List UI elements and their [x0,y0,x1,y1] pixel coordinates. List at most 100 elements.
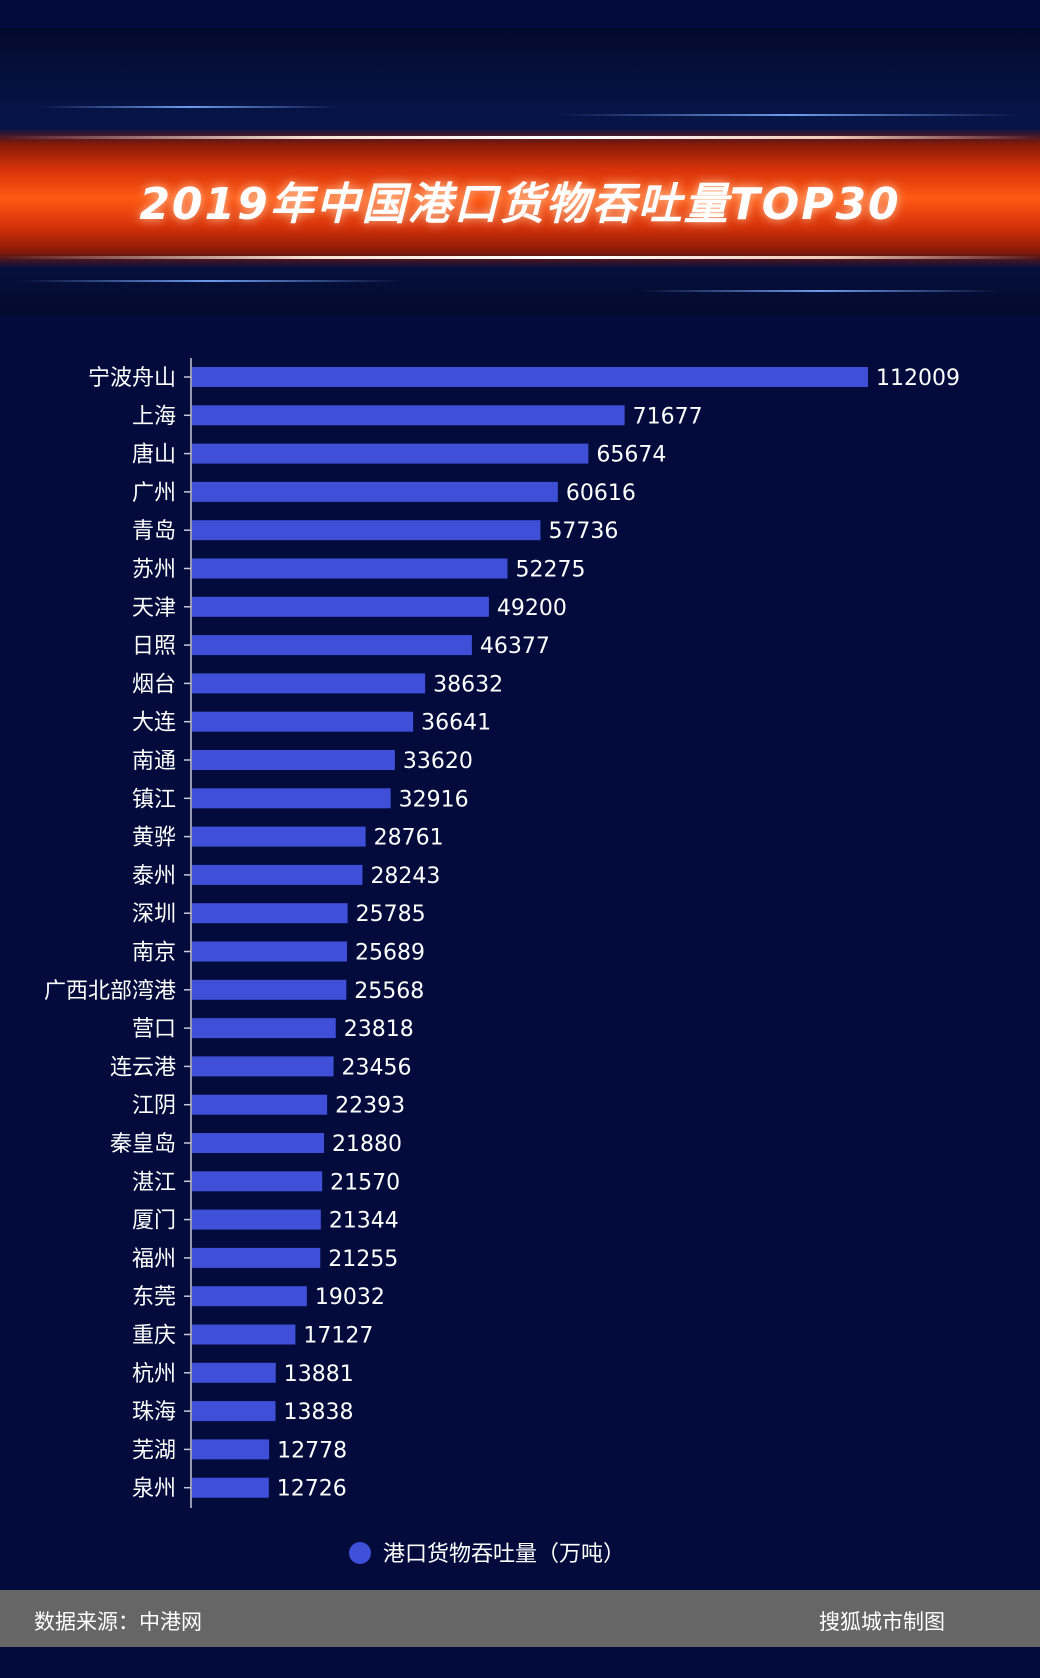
data-label: 21344 [329,1209,399,1234]
bar [192,1133,325,1153]
category-label: 青岛 [132,519,176,544]
data-label: 46377 [480,634,550,659]
data-label: 112009 [876,366,960,391]
light-streak [40,106,340,108]
data-label: 25689 [355,941,425,966]
data-label: 21255 [328,1247,398,1272]
category-label: 黄骅 [132,826,176,851]
bar [192,520,541,541]
bar [192,558,508,579]
category-label: 厦门 [132,1209,176,1234]
category-label: 连云港 [110,1055,176,1080]
category-label: 广州 [132,481,176,506]
data-label: 71677 [633,404,703,429]
bar [192,367,868,387]
category-label: 南通 [132,749,176,774]
category-label: 苏州 [132,558,176,583]
chart-title: 2019年中国港口货物吞吐量TOP30 [139,179,901,230]
category-label: 日照 [132,634,176,659]
data-label: 13881 [284,1362,354,1387]
category-label: 珠海 [132,1400,176,1425]
bar [192,673,426,694]
data-label: 28761 [374,826,444,851]
bar [192,1018,336,1039]
data-label: 21570 [330,1170,400,1195]
category-label: 福州 [132,1247,176,1272]
category-label: 重庆 [132,1324,176,1349]
bar [192,1324,296,1345]
light-streak [0,136,1040,139]
bar [192,1477,269,1498]
category-label: 深圳 [132,902,176,927]
bar [192,1094,328,1115]
data-label: 12726 [277,1477,347,1502]
data-label: 60616 [566,481,636,506]
category-label: 泉州 [132,1477,176,1502]
category-label: 杭州 [132,1362,176,1387]
credit: 搜狐城市制图 [819,1610,945,1634]
bar [192,788,391,809]
bar [192,979,347,1000]
bar [192,1171,323,1192]
category-label: 营口 [132,1017,176,1042]
bar [192,1362,276,1383]
bar [192,443,589,464]
legend-label: 港口货物吞吐量（万吨） [383,1542,625,1567]
bar [192,1401,276,1422]
bar [192,481,558,502]
bar [192,635,472,656]
category-label: 芜湖 [132,1438,176,1463]
category-label: 江阴 [132,1094,176,1119]
data-label: 25785 [356,902,426,927]
legend-marker [349,1542,371,1564]
data-label: 52275 [515,558,585,583]
category-label: 天津 [132,596,176,621]
category-label: 秦皇岛 [110,1132,176,1157]
data-label: 19032 [315,1285,385,1310]
bar [192,941,348,962]
category-label: 烟台 [132,672,176,697]
data-label: 12778 [277,1438,347,1463]
category-label: 湛江 [132,1170,176,1195]
banner-glow-band [0,128,1040,268]
bar [192,596,489,617]
bar [192,405,625,426]
bar [192,750,395,770]
data-label: 13838 [284,1400,354,1425]
data-label: 32916 [399,787,469,812]
data-label: 49200 [497,596,567,621]
bar [192,1209,321,1230]
category-label: 南京 [132,941,176,966]
bar-chart: 宁波舟山 112009 上海 71677 唐山 65674 广州 60616 青岛 57736 苏州… [44,358,960,1567]
category-label: 宁波舟山 [88,366,176,391]
footer-bar: 数据来源：中港网 搜狐城市制图 [0,1590,1040,1647]
light-streak [560,114,1020,116]
bar [192,1286,307,1307]
category-label: 广西北部湾港 [44,979,176,1004]
data-label: 36641 [421,711,491,736]
data-label: 25568 [354,979,424,1004]
data-label: 38632 [433,672,503,697]
category-label: 泰州 [132,864,176,889]
light-streak [0,256,1040,259]
light-streak [640,290,1000,292]
light-streak [20,280,400,282]
category-label: 上海 [132,404,176,429]
data-label: 28243 [370,864,440,889]
data-label: 23818 [344,1017,414,1042]
bar [192,1247,321,1268]
title-banner: 2019年中国港口货物吞吐量TOP30 [0,28,1040,315]
data-label: 33620 [403,749,473,774]
bar [192,1439,270,1460]
bar [192,903,348,924]
category-label: 东莞 [132,1285,176,1310]
data-label: 65674 [596,443,666,468]
bar [192,864,363,885]
data-label: 21880 [332,1132,402,1157]
category-label: 镇江 [132,787,176,812]
data-source: 数据来源：中港网 [34,1610,202,1634]
data-label: 22393 [335,1094,405,1119]
category-label: 唐山 [132,443,176,468]
bar [192,826,366,847]
data-label: 17127 [303,1324,373,1349]
